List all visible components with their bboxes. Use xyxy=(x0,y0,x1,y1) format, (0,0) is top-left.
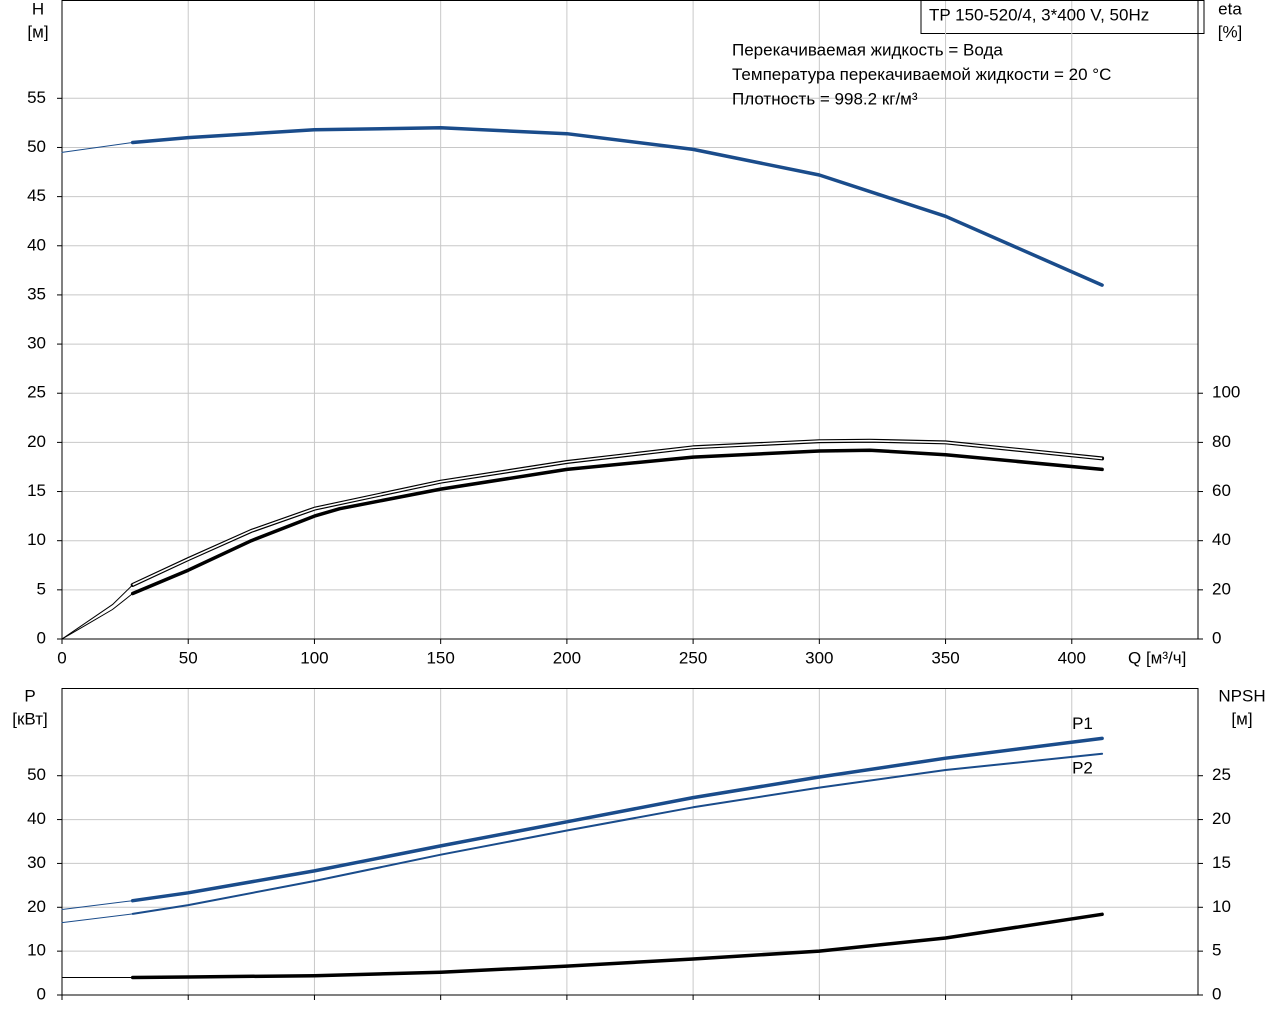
y-axis-label: P xyxy=(24,686,35,705)
y2-tick-label: 20 xyxy=(1212,809,1231,828)
curve xyxy=(130,912,1104,980)
y-tick-label: 10 xyxy=(27,530,46,549)
y2-tick-label: 80 xyxy=(1212,432,1231,451)
y-tick-label: 40 xyxy=(27,809,46,828)
y-tick-label: 35 xyxy=(27,284,46,303)
chart-title: TP 150-520/4, 3*400 V, 50Hz xyxy=(929,5,1149,24)
y2-tick-label: 100 xyxy=(1212,383,1240,402)
curve xyxy=(130,448,1104,596)
series-label: P2 xyxy=(1072,758,1093,777)
annotation: Плотность = 998.2 кг/м³ xyxy=(732,89,918,108)
y-tick-label: 20 xyxy=(27,897,46,916)
curve xyxy=(61,142,134,153)
y-axis-label: [м] xyxy=(27,22,48,41)
x-tick-label: 250 xyxy=(679,648,707,667)
y2-axis-label: [м] xyxy=(1231,709,1252,728)
x-tick-label: 200 xyxy=(553,648,581,667)
y2-tick-label: 40 xyxy=(1212,530,1231,549)
y-tick-label: 50 xyxy=(27,137,46,156)
y2-axis-label: NPSH xyxy=(1218,686,1265,705)
y-axis-label: H xyxy=(32,0,44,18)
curve xyxy=(61,900,134,910)
y-tick-label: 5 xyxy=(37,579,46,598)
x-tick-label: 0 xyxy=(57,648,66,667)
annotation: Перекачиваемая жидкость = Вода xyxy=(732,40,1003,59)
y-tick-label: 0 xyxy=(37,984,46,1003)
y-tick-label: 10 xyxy=(27,941,46,960)
x-tick-label: 150 xyxy=(426,648,454,667)
y-tick-label: 30 xyxy=(27,334,46,353)
y2-tick-label: 5 xyxy=(1212,941,1221,960)
y-tick-label: 50 xyxy=(27,765,46,784)
title-box xyxy=(920,0,1205,34)
plot-frame xyxy=(61,0,1199,640)
x-tick-label: 300 xyxy=(805,648,833,667)
y2-tick-label: 10 xyxy=(1212,897,1231,916)
annotation: Температура перекачиваемой жидкости = 20… xyxy=(732,65,1111,84)
y2-axis-label: [%] xyxy=(1218,22,1243,41)
y2-tick-label: 60 xyxy=(1212,481,1231,500)
x-tick-label: 50 xyxy=(179,648,198,667)
plot-frame xyxy=(61,688,1199,996)
curve xyxy=(131,752,1104,915)
y2-tick-label: 15 xyxy=(1212,853,1231,872)
y2-axis-label: eta xyxy=(1218,0,1242,18)
y2-tick-label: 20 xyxy=(1212,579,1231,598)
curve xyxy=(61,593,134,640)
curve xyxy=(61,584,134,640)
y-tick-label: 30 xyxy=(27,853,46,872)
curve xyxy=(61,913,134,924)
curve-inner xyxy=(132,439,1103,586)
y2-tick-label: 25 xyxy=(1212,765,1231,784)
curve xyxy=(130,736,1104,903)
y-tick-label: 55 xyxy=(27,88,46,107)
y2-tick-label: 0 xyxy=(1212,628,1221,647)
y-tick-label: 0 xyxy=(37,628,46,647)
x-tick-label: 350 xyxy=(931,648,959,667)
x-axis-label: Q [м³/ч] xyxy=(1128,648,1186,667)
x-tick-label: 400 xyxy=(1058,648,1086,667)
y-tick-label: 25 xyxy=(27,383,46,402)
x-tick-label: 100 xyxy=(300,648,328,667)
y-tick-label: 40 xyxy=(27,235,46,254)
series-label: P1 xyxy=(1072,714,1093,733)
y-tick-label: 45 xyxy=(27,186,46,205)
y-tick-label: 15 xyxy=(27,481,46,500)
curve xyxy=(130,126,1104,287)
y2-tick-label: 0 xyxy=(1212,984,1221,1003)
curve xyxy=(130,438,1105,587)
y-tick-label: 20 xyxy=(27,432,46,451)
y-axis-label: [кВт] xyxy=(12,709,47,728)
